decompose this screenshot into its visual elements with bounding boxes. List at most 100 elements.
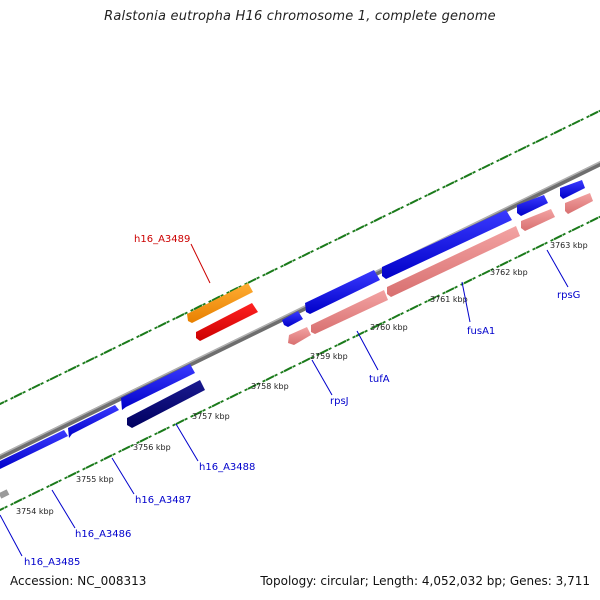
gene-label-h16-A3485[interactable]: h16_A3485 [24, 557, 80, 568]
tick-mark [517, 146, 527, 152]
tick-mark [103, 454, 113, 461]
highlighted-genes [187, 283, 258, 341]
tick-mark [499, 154, 509, 161]
gene-h16-A3485[interactable] [0, 430, 68, 471]
tick-mark [535, 137, 545, 143]
tick-mark [46, 379, 50, 383]
gene-label-h16-A3487[interactable]: h16_A3487 [135, 495, 191, 506]
tick-mark [40, 487, 44, 492]
reverse-strand-genes [127, 193, 593, 428]
tick-mark [175, 313, 185, 319]
gene-edge[interactable] [560, 180, 585, 199]
gene-label-h16-A3486[interactable]: h16_A3486 [75, 529, 131, 540]
tick-mark [490, 268, 494, 272]
tick-mark [157, 427, 167, 434]
tick-mark [184, 417, 188, 421]
gene-label-h16-A3488[interactable]: h16_A3488 [199, 462, 255, 473]
topology-text: Topology: circular; Length: 4,052,032 bp… [260, 574, 590, 588]
tick-mark [316, 247, 320, 251]
gene-rpsJ-rev[interactable] [288, 327, 311, 345]
tick-mark [190, 414, 194, 418]
tick-mark [262, 273, 266, 277]
tick-mark [301, 357, 311, 364]
tick-mark [373, 216, 383, 223]
tick-mark [310, 249, 314, 254]
kbp-label: 3756 kbp [133, 443, 171, 452]
tick-mark [0, 401, 5, 406]
tick-mark [208, 405, 212, 409]
tick-mark [226, 397, 230, 401]
gene-fusA1-rev[interactable] [387, 226, 520, 297]
gene-label-rpsG[interactable]: rpsG [557, 290, 580, 301]
tick-mark [283, 366, 293, 373]
tick-mark [184, 311, 188, 315]
gene-labels: h16_A3485 h16_A3486 h16_A3487 h16_A3488 … [24, 234, 580, 568]
gene-label-tufA[interactable]: tufA [369, 374, 390, 385]
tick-mark [526, 144, 530, 148]
tick-mark [352, 229, 356, 233]
tick-mark [292, 364, 296, 368]
tick-mark [136, 441, 140, 445]
tick-mark [193, 410, 203, 417]
tick-mark [391, 313, 401, 320]
tick-mark [85, 357, 95, 363]
tick-mark [571, 119, 581, 126]
gene-label-rpsJ[interactable]: rpsJ [330, 396, 349, 407]
tick-mark [49, 480, 59, 487]
gene-h16-A3489[interactable] [187, 283, 253, 323]
gene-edge-rev[interactable] [565, 193, 593, 214]
tick-mark [496, 265, 500, 269]
gene-fusA1[interactable] [382, 210, 512, 279]
tick-mark [334, 344, 338, 348]
tick-mark [328, 241, 332, 245]
tick-mark [562, 232, 566, 236]
gene-h16-A3489-rev[interactable] [196, 303, 258, 341]
tick-mark [409, 198, 419, 205]
tick-mark [211, 401, 221, 408]
tick-mark [424, 300, 428, 304]
tick-mark [256, 276, 260, 280]
tick-mark [532, 141, 536, 145]
tick-mark [64, 476, 68, 480]
gene-tufA-rev[interactable] [311, 290, 388, 334]
gene-label-h16-A3489[interactable]: h16_A3489 [134, 234, 190, 245]
tick-mark [460, 176, 464, 180]
tick-mark [175, 419, 185, 425]
tick-mark [400, 206, 404, 210]
tick-mark [346, 338, 350, 342]
gene-h16-A3488[interactable] [127, 380, 205, 428]
tick-mark [571, 225, 581, 232]
tick-mark [514, 150, 518, 154]
tick-mark [445, 287, 455, 293]
tick-mark [580, 118, 584, 122]
tick-mark [247, 277, 257, 284]
tick-mark [280, 264, 284, 268]
tick-mark [265, 375, 275, 381]
tick-mark [388, 317, 392, 321]
gene-rpsG-rev[interactable] [521, 209, 555, 231]
gene-tufA[interactable] [305, 270, 380, 314]
tick-mark [157, 321, 167, 328]
gene-label-fusA1[interactable]: fusA1 [467, 326, 495, 337]
tick-mark [148, 435, 152, 439]
tick-mark [508, 259, 512, 263]
tick-mark [67, 471, 77, 478]
tick-mark [112, 346, 116, 350]
tick-mark [418, 303, 422, 307]
tick-mark [166, 426, 170, 430]
tick-mark [13, 392, 23, 399]
tick-mark [10, 502, 14, 506]
tick-mark [274, 373, 278, 377]
tick-mark [244, 282, 248, 286]
tick-mark [130, 337, 134, 342]
tick-mark [280, 370, 284, 374]
gene-h16-A3486[interactable] [68, 405, 119, 438]
gene-rpsG-region[interactable] [517, 195, 548, 216]
gene-h16-A3487[interactable] [121, 364, 195, 410]
kbp-label: 3754 kbp [16, 507, 54, 516]
tick-mark [76, 364, 80, 368]
gene-rpsJ[interactable] [282, 311, 303, 327]
tick-mark [202, 302, 206, 306]
tick-mark [370, 326, 374, 330]
tick-mark [238, 391, 242, 395]
